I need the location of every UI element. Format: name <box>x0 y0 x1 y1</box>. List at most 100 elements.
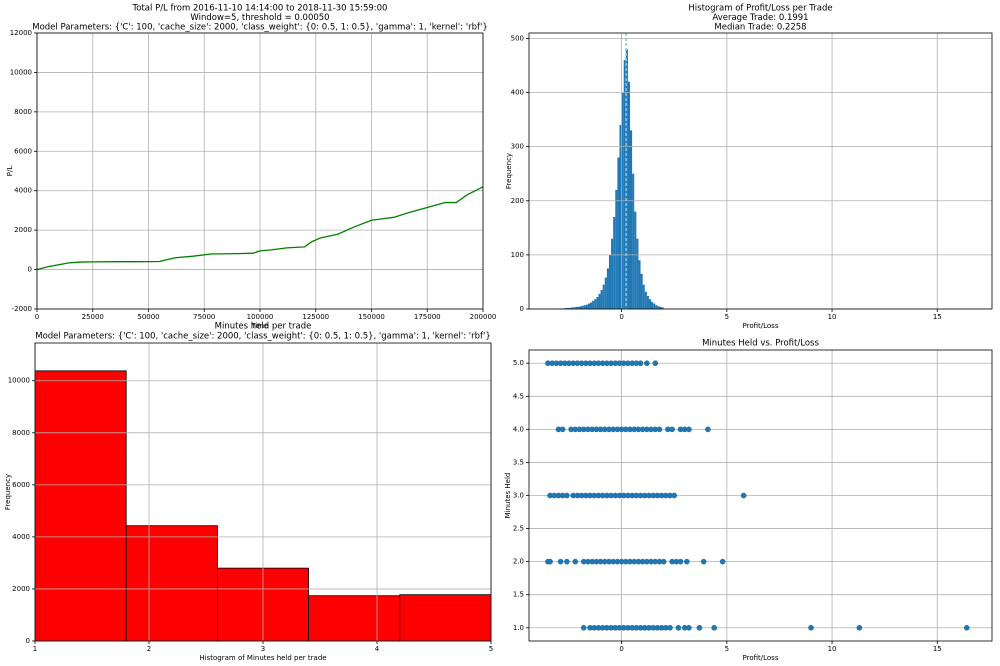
scatter-point <box>705 426 711 433</box>
y-tick-label: 3.0 <box>513 492 524 500</box>
x-tick-label: 25000 <box>82 313 104 321</box>
histogram-bar <box>581 305 584 309</box>
x-tick-label: 75000 <box>193 313 215 321</box>
chart-title: Histogram of Profit/Loss per Trade <box>688 4 832 14</box>
histogram-bar <box>642 284 645 309</box>
histogram-bar <box>583 305 586 309</box>
scatter-point <box>564 492 570 499</box>
histogram-bar <box>587 303 591 309</box>
histogram-bar <box>625 49 628 310</box>
y-tick-label: 200 <box>511 197 524 205</box>
x-tick-label: 15 <box>933 645 942 653</box>
y-tick-label: 2000 <box>14 226 32 234</box>
scatter-point <box>637 360 644 367</box>
y-tick-label: 400 <box>511 89 524 97</box>
x-axis-label: Profit/Loss <box>743 654 779 662</box>
histogram-bar <box>661 307 664 309</box>
histogram-bar <box>636 238 639 309</box>
scatter-point <box>644 360 650 367</box>
histogram-bar <box>566 307 569 309</box>
chart-title: Model Parameters: {'C': 100, 'cache_size… <box>32 23 487 33</box>
scatter-point <box>675 624 682 631</box>
histogram-bar <box>125 525 218 642</box>
x-tick-label: 150000 <box>358 313 385 321</box>
scatter-point <box>856 624 863 631</box>
histogram-bar <box>659 306 662 309</box>
y-axis-label: Frequency <box>505 153 513 189</box>
x-axis-label: Profit/Loss <box>743 322 779 330</box>
histogram-bar <box>619 125 622 309</box>
histogram-bar <box>594 299 597 309</box>
chart-title: Minutes Held vs. Profit/Loss <box>702 339 819 349</box>
x-tick-label: 0 <box>619 313 623 321</box>
x-tick-label: 200000 <box>470 313 497 321</box>
y-tick-label: 4000 <box>14 187 32 195</box>
x-tick-label: 0 <box>619 645 623 653</box>
y-tick-label: 10000 <box>10 68 32 76</box>
y-tick-label: 1.0 <box>513 624 524 632</box>
histogram-bar <box>573 307 576 309</box>
chart-title: Total P/L from 2016-11-10 14:14:00 to 20… <box>132 4 388 14</box>
y-tick-label: 0 <box>26 637 30 645</box>
y-tick-label: 3.5 <box>513 458 524 466</box>
histogram-bar <box>598 293 601 309</box>
x-tick-label: 125000 <box>302 313 329 321</box>
chart-title: Model Parameters: {'C': 100, 'cache_size… <box>35 332 490 342</box>
scatter-point <box>652 360 659 367</box>
scatter-point <box>963 624 970 631</box>
scatter-point <box>671 492 678 499</box>
histogram-bar <box>575 306 578 309</box>
chart-title: Window=5, threshold = 0.00050 <box>190 13 329 23</box>
scatter-point <box>564 558 570 565</box>
x-tick-label: 175000 <box>414 313 441 321</box>
histogram-bar <box>648 299 652 309</box>
y-tick-label: 4000 <box>12 533 30 541</box>
histogram-bar <box>611 238 614 309</box>
histogram-bar <box>604 277 607 309</box>
x-tick-label: 5 <box>725 645 729 653</box>
y-tick-label: 8000 <box>14 108 32 116</box>
histogram-bar <box>617 157 620 309</box>
histogram-bar <box>657 306 660 309</box>
scatter-point <box>711 624 718 631</box>
scatter-point <box>696 624 703 631</box>
scatter-point <box>684 558 690 565</box>
histogram-bar <box>596 297 599 309</box>
y-tick-label: 1.5 <box>513 591 524 599</box>
histogram-bar <box>627 81 631 310</box>
scatter-point <box>686 624 692 631</box>
histogram-bar <box>651 301 654 309</box>
y-tick-label: 12000 <box>10 29 32 37</box>
histogram-bar <box>606 268 609 309</box>
histogram-bar <box>655 305 658 309</box>
scatter-point <box>557 558 564 565</box>
scatter-point <box>656 426 663 433</box>
histogram-bar <box>579 306 582 309</box>
scatter-point <box>669 426 675 433</box>
x-tick-label: 10 <box>828 645 837 653</box>
histogram-bar <box>564 307 567 309</box>
scatter-point <box>719 558 726 565</box>
scatter-point <box>677 558 684 565</box>
histogram-bar <box>640 273 643 309</box>
scatter-point <box>559 426 566 433</box>
y-tick-label: 0 <box>28 266 32 274</box>
axes-frame <box>528 32 993 310</box>
scatter-point <box>667 624 673 631</box>
histogram-bar <box>632 173 635 309</box>
y-axis-label: P/L <box>6 166 14 177</box>
y-tick-label: -2000 <box>12 305 32 313</box>
scatter-point <box>808 624 814 631</box>
y-tick-label: 4.0 <box>513 425 524 433</box>
x-tick-label: 10 <box>828 313 837 321</box>
histogram-bar <box>653 303 656 309</box>
x-tick-label: 4 <box>375 645 380 653</box>
scatter-point <box>740 492 747 499</box>
x-tick-label: 2 <box>147 645 151 653</box>
y-tick-label: 5.0 <box>513 359 524 367</box>
y-axis-label: Frequency <box>4 474 12 510</box>
y-tick-label: 8000 <box>12 429 30 437</box>
y-tick-label: 500 <box>511 34 524 42</box>
scatter-point <box>686 426 692 433</box>
